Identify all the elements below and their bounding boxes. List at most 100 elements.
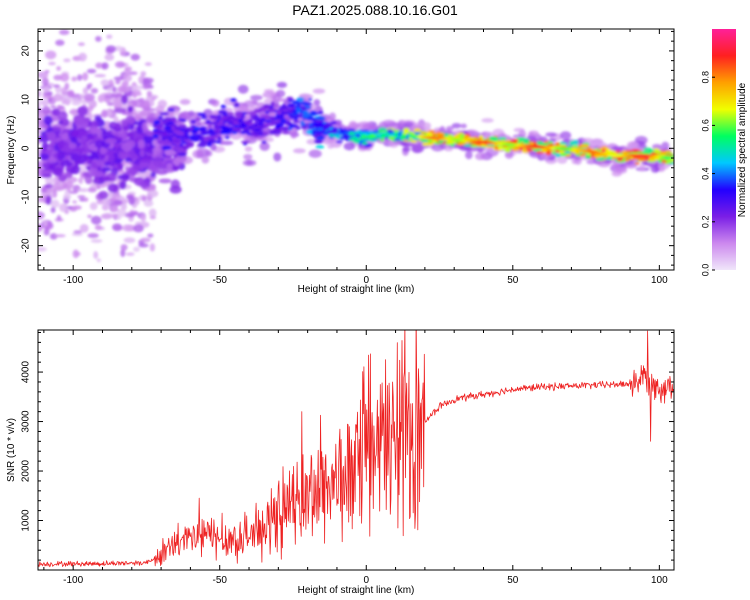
heatmap-cell: [46, 12, 54, 15]
heatmap-cell: [94, 224, 102, 231]
heatmap-cell: [261, 140, 267, 144]
heatmap-cell: [387, 122, 401, 127]
heatmap-cell: [40, 99, 49, 107]
heatmap-cell: [200, 132, 209, 136]
snr-ytick-label: 1000: [21, 509, 32, 532]
heatmap-cell: [161, 131, 169, 136]
heatmap-cell: [47, 131, 57, 142]
heatmap-cell: [316, 136, 326, 141]
heatmap-cell: [426, 132, 433, 138]
heatmap-cell: [175, 138, 182, 141]
heatmap-xlabel: Height of straight line (km): [298, 284, 415, 295]
heatmap-cell: [71, 130, 80, 137]
heatmap-cell: [216, 122, 224, 127]
heatmap-cell: [106, 34, 113, 39]
heatmap-cell: [133, 176, 145, 186]
snr-frame: [37, 329, 675, 571]
heatmap-cell: [290, 130, 298, 139]
heatmap-cell: [43, 219, 48, 227]
heatmap-cell: [138, 139, 146, 149]
heatmap-cell: [300, 120, 305, 124]
heatmap-cell: [97, 94, 105, 103]
heatmap-cell: [156, 130, 162, 134]
heatmap-cell: [101, 271, 113, 274]
heatmap-cell: [208, 127, 214, 133]
heatmap-cell: [329, 121, 337, 125]
heatmap-cell: [43, 115, 53, 126]
heatmap-cell: [100, 79, 110, 87]
heatmap-cell: [465, 150, 473, 160]
heatmap-cell: [125, 169, 137, 175]
heatmap-cell: [57, 120, 64, 125]
heatmap-cell: [244, 146, 253, 152]
heatmap-cell: [635, 157, 646, 161]
heatmap-ytick-label: -20: [21, 238, 32, 253]
heatmap-cell: [111, 207, 119, 213]
heatmap-cell: [348, 131, 356, 136]
heatmap-cell: [163, 136, 172, 140]
heatmap-cell: [185, 129, 190, 134]
heatmap-cell: [156, 126, 163, 130]
heatmap-cell: [626, 141, 640, 150]
heatmap-cell: [133, 224, 144, 233]
heatmap-cell: [78, 52, 87, 62]
heatmap-cell: [181, 145, 190, 150]
heatmap-cell: [293, 148, 306, 154]
heatmap-cell: [361, 141, 368, 145]
heatmap-cell: [124, 67, 130, 77]
heatmap-cell: [275, 125, 281, 130]
heatmap-cell: [50, 105, 57, 109]
heatmap-cell: [52, 166, 64, 177]
heatmap-cell: [101, 175, 111, 182]
heatmap-cell: [45, 50, 57, 60]
heatmap-cell: [142, 18, 151, 26]
heatmap-cell: [110, 122, 116, 127]
heatmap-cell: [232, 126, 242, 132]
heatmap-cell: [221, 115, 230, 120]
heatmap-cell: [123, 237, 136, 244]
heatmap-cell: [391, 132, 396, 137]
heatmap-cell: [634, 162, 641, 165]
heatmap-cell: [265, 119, 272, 123]
heatmap-cell: [625, 149, 632, 153]
heatmap-cell: [43, 90, 51, 96]
heatmap-cell: [410, 139, 417, 143]
heatmap-cell: [315, 130, 326, 134]
heatmap-cell: [44, 183, 53, 189]
heatmap-cell: [460, 123, 467, 129]
heatmap-cell: [367, 136, 378, 139]
heatmap-cell: [112, 194, 122, 198]
heatmap-cell: [175, 141, 181, 147]
heatmap-cell: [397, 132, 403, 138]
heatmap-cell: [402, 146, 411, 152]
heatmap-cell: [95, 62, 103, 69]
heatmap-cell: [77, 74, 83, 81]
heatmap-cell: [122, 224, 134, 232]
heatmap-cell: [50, 206, 56, 214]
heatmap-cell: [301, 113, 309, 119]
heatmap-cell: [202, 108, 213, 118]
heatmap-cell: [315, 145, 325, 149]
heatmap-cell: [150, 171, 157, 178]
heatmap-cell: [536, 151, 542, 154]
heatmap-frame: [37, 28, 675, 271]
heatmap-cell: [555, 149, 560, 153]
heatmap-cell: [69, 108, 78, 115]
heatmap-ytick-label: 10: [21, 94, 32, 106]
heatmap-cell: [113, 98, 123, 107]
heatmap-cell: [57, 105, 65, 110]
heatmap-cell: [545, 150, 552, 156]
heatmap-cell: [555, 142, 560, 146]
heatmap-cell: [63, 193, 72, 200]
heatmap-cell: [341, 134, 348, 138]
heatmap-cell: [286, 96, 294, 100]
heatmap-cell: [192, 149, 204, 159]
heatmap-cell: [643, 147, 653, 151]
heatmap-cell: [158, 115, 163, 120]
heatmap-cell: [354, 130, 362, 135]
heatmap-cell: [130, 53, 140, 61]
heatmap-cell: [91, 170, 104, 177]
heatmap-cell: [81, 135, 88, 141]
heatmap-cell: [661, 141, 670, 150]
snr-ylabel: SNR (10 * v/v): [6, 418, 17, 482]
